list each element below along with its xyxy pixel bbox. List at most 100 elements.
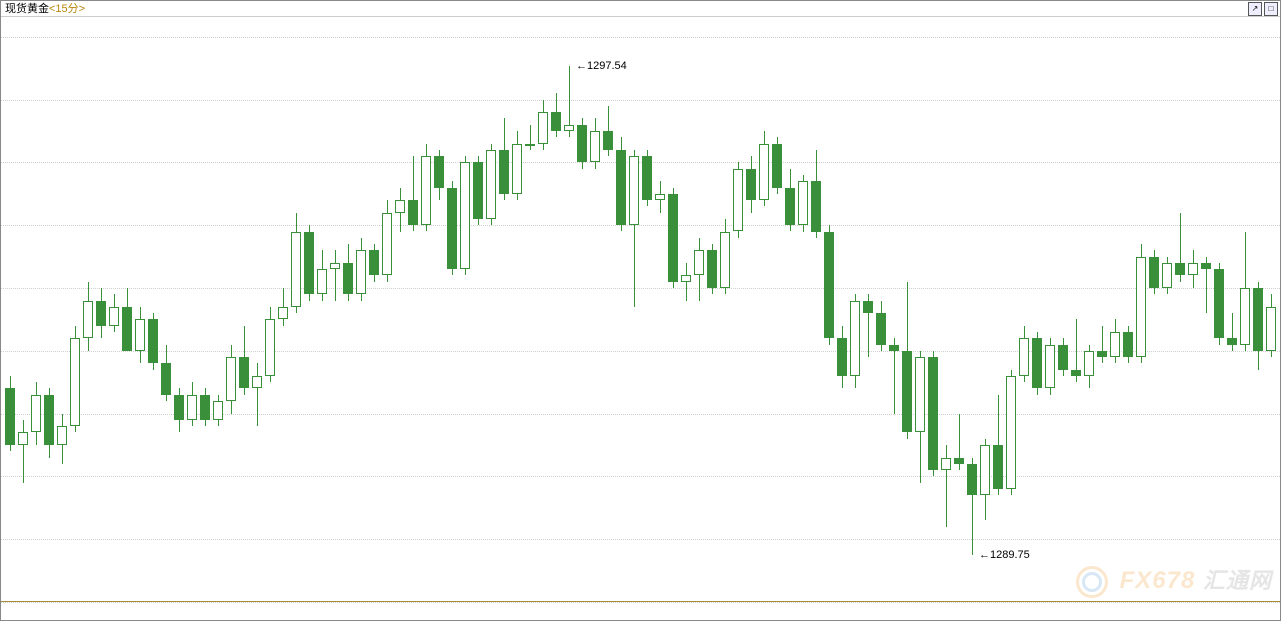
candle-body [811,181,821,231]
candle-body [538,112,548,143]
candle-body [655,194,665,200]
candle [109,18,119,602]
candle-body [915,357,925,432]
candle [655,18,665,602]
candle [525,18,535,602]
candle-body [369,250,379,275]
candle [1019,18,1029,602]
candle-body [122,307,132,351]
candle [343,18,353,602]
window-controls: ↗ □ [1248,2,1278,16]
candle [564,18,574,602]
candle [148,18,158,602]
candle-body [850,301,860,376]
candle-body [499,150,509,194]
candle-wick [686,263,687,301]
chart-area[interactable]: ←1297.54←1289.75 [1,18,1280,602]
candle [213,18,223,602]
candle-body [824,232,834,339]
candle [408,18,418,602]
maximize-icon[interactable]: □ [1264,2,1278,16]
watermark-suffix: 汇通网 [1203,568,1272,593]
candle-body [5,388,15,445]
candle-body [18,432,28,445]
candle-body [564,125,574,131]
candle-body [733,169,743,232]
candle-body [876,313,886,344]
candle [720,18,730,602]
watermark-logo-icon [1076,566,1108,598]
candle-body [1123,332,1133,357]
candle [915,18,925,602]
candle [759,18,769,602]
candle [1136,18,1146,602]
candle [1175,18,1185,602]
candle [1227,18,1237,602]
candle-body [1058,345,1068,370]
candle-body [967,464,977,495]
candle [1266,18,1276,602]
candle [993,18,1003,602]
candle-body [759,144,769,201]
candle-wick [530,125,531,150]
candle-body [1071,370,1081,376]
candle-body [551,112,561,131]
candle [538,18,548,602]
candle [395,18,405,602]
candle-body [70,338,80,426]
candle [1006,18,1016,602]
candle-body [382,213,392,276]
candle-body [278,307,288,320]
candle-body [343,263,353,294]
candle [265,18,275,602]
candle-body [980,445,990,495]
candle [1240,18,1250,602]
candle-body [1188,263,1198,276]
candle-body [174,395,184,420]
candle-body [798,181,808,225]
candle-body [1019,338,1029,376]
candle [694,18,704,602]
candle [18,18,28,602]
candle [44,18,54,602]
candle-body [616,150,626,225]
candle-body [226,357,236,401]
candle-body [577,125,587,163]
candle-body [863,301,873,314]
candle [811,18,821,602]
candle-body [1162,263,1172,288]
candle-body [460,162,470,269]
candle-body [1045,345,1055,389]
candle [798,18,808,602]
candle-body [746,169,756,200]
candle-body [44,395,54,445]
candle [902,18,912,602]
candle [174,18,184,602]
candle [1188,18,1198,602]
candle [421,18,431,602]
candle-body [1266,307,1276,351]
candle-body [291,232,301,307]
candle-body [434,156,444,187]
candle-body [1201,263,1211,269]
candle-body [187,395,197,420]
candle [512,18,522,602]
candle-body [83,301,93,339]
candle-body [954,458,964,464]
watermark: FX678 汇通网 [1076,563,1272,598]
candle [590,18,600,602]
candle [1149,18,1159,602]
candle-body [1097,351,1107,357]
low-annotation: ←1289.75 [979,549,1030,561]
candle-body [57,426,67,445]
candle-body [590,131,600,162]
candle-body [1253,288,1263,351]
candle-body [785,188,795,226]
x-axis-line [1,601,1280,602]
candle-body [239,357,249,388]
candle-body [1032,338,1042,388]
candle-body [1110,332,1120,357]
candle-body [1240,288,1250,345]
candle-body [135,319,145,350]
restore-icon[interactable]: ↗ [1248,2,1262,16]
